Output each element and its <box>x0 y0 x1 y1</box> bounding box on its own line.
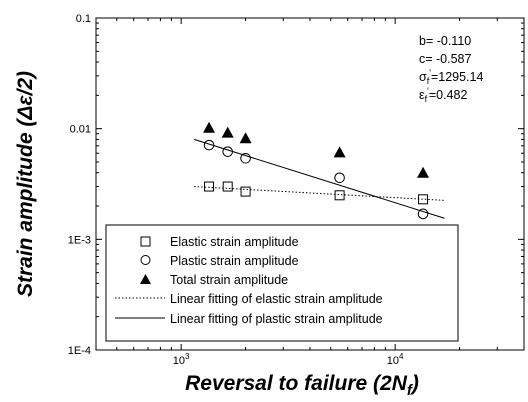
plastic-point <box>240 152 251 164</box>
legend-box <box>105 224 459 342</box>
elastic-point <box>204 181 215 192</box>
param-c: c= -0.587 <box>419 52 472 66</box>
total-point <box>333 146 346 158</box>
plastic-point <box>334 172 345 184</box>
x-tick-exponent: 3 <box>185 352 190 361</box>
y-tick-label: 1E-4 <box>68 345 91 357</box>
y-axis-title: Strain amplitude (Δε/2) <box>14 71 37 297</box>
x-tick-label: 103 <box>173 352 190 367</box>
elastic-point <box>418 194 429 205</box>
param-sigma: σf'=1295.14 <box>419 68 483 86</box>
y-tick-label: 0.01 <box>70 124 91 136</box>
param-b: b= -0.110 <box>419 34 471 48</box>
elastic-point <box>222 181 233 192</box>
plastic-fit-line <box>193 138 445 219</box>
elastic-point <box>334 190 345 201</box>
x-axis-title: Reversal to failure (2Nf) <box>185 372 419 399</box>
legend-marker-plastic <box>140 255 151 265</box>
elastic-fit-line <box>194 186 445 201</box>
param-epsilon: εf'=0.482 <box>419 86 467 104</box>
legend-label-elastic-fit: Linear fitting of elastic strain amplitu… <box>170 292 383 306</box>
fit-parameters: b= -0.110 c= -0.587 σf'=1295.14 εf'=0.48… <box>419 34 483 104</box>
elastic-point <box>240 186 251 197</box>
legend-label-total: Total strain amplitude <box>170 273 288 287</box>
y-tick-label: 1E-3 <box>68 234 91 246</box>
data-points <box>203 121 430 220</box>
legend-marker-elastic <box>140 236 151 247</box>
fit-lines <box>193 138 445 219</box>
legend-label-plastic: Plastic strain amplitude <box>170 254 299 268</box>
total-point <box>417 166 430 178</box>
plastic-point <box>222 146 234 157</box>
x-tick-label: 104 <box>387 352 404 367</box>
legend-label-elastic: Elastic strain amplitude <box>170 235 299 249</box>
x-tick-base: 10 <box>173 355 185 367</box>
y-tick-label: 0.1 <box>76 13 91 25</box>
total-point <box>221 126 234 138</box>
legend: Elastic strain amplitude Plastic strain … <box>105 224 459 342</box>
total-point <box>239 132 252 144</box>
x-tick-base: 10 <box>387 355 399 367</box>
x-tick-exponent: 4 <box>399 352 404 361</box>
legend-marker-total <box>140 274 151 284</box>
plastic-point <box>417 208 429 220</box>
plastic-point <box>203 139 215 151</box>
legend-label-plastic-fit: Linear fitting of plastic strain amplitu… <box>170 312 383 326</box>
total-point <box>203 121 216 133</box>
